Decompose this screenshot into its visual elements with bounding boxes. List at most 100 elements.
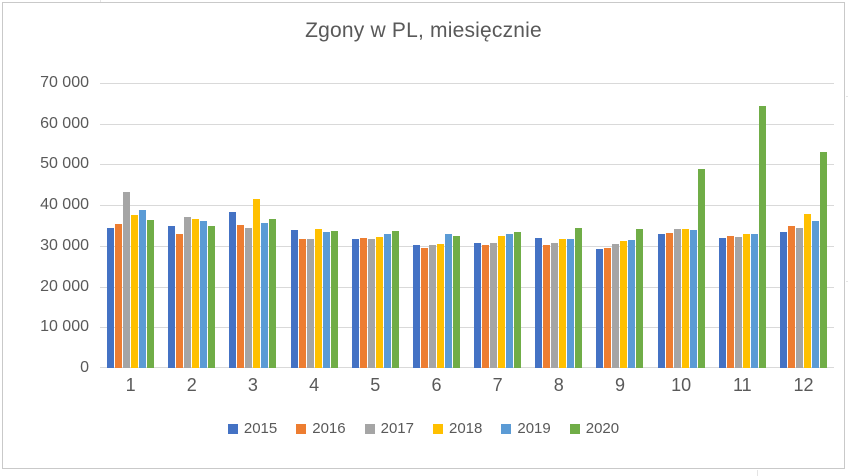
bar-2017-month-8[interactable] xyxy=(551,243,559,368)
y-tick-label: 40 000 xyxy=(40,196,89,214)
bar-2017-month-9[interactable] xyxy=(612,244,620,368)
bar-2020-month-8[interactable] xyxy=(575,227,583,368)
bar-2019-month-5[interactable] xyxy=(383,233,391,368)
bar-2015-month-5[interactable] xyxy=(351,238,359,368)
gridline xyxy=(100,83,834,84)
bar-2016-month-10[interactable] xyxy=(665,233,673,368)
legend-item-2017[interactable]: 2017 xyxy=(364,420,414,437)
bar-2015-month-11[interactable] xyxy=(718,238,726,368)
legend-label: 2017 xyxy=(380,420,414,437)
bar-2017-month-3[interactable] xyxy=(245,227,253,368)
bar-2019-month-6[interactable] xyxy=(444,233,452,368)
bar-2017-month-1[interactable] xyxy=(123,191,131,368)
bar-2019-month-8[interactable] xyxy=(567,239,575,368)
x-tick-label-11: 11 xyxy=(732,375,752,395)
legend-label: 2019 xyxy=(517,420,551,437)
bar-series-container xyxy=(100,83,834,368)
bar-2019-month-12[interactable] xyxy=(811,221,819,368)
x-tick-label-4: 4 xyxy=(309,375,320,395)
bar-2019-month-1[interactable] xyxy=(139,210,147,368)
bar-2016-month-3[interactable] xyxy=(237,225,245,368)
bar-2016-month-4[interactable] xyxy=(298,239,306,368)
y-tick-label: 60 000 xyxy=(40,114,89,132)
bar-2017-month-6[interactable] xyxy=(428,245,436,368)
y-tick-label: 70 000 xyxy=(40,74,89,91)
bar-2017-month-7[interactable] xyxy=(490,243,498,368)
bar-2018-month-3[interactable] xyxy=(253,199,261,368)
bar-2019-month-3[interactable] xyxy=(261,222,269,368)
legend-item-2020[interactable]: 2020 xyxy=(569,420,620,437)
bar-2015-month-2[interactable] xyxy=(168,225,176,368)
legend-item-2015[interactable]: 2015 xyxy=(227,420,277,437)
bar-2018-month-11[interactable] xyxy=(742,234,750,368)
bar-2015-month-8[interactable] xyxy=(535,238,543,368)
bar-2017-month-11[interactable] xyxy=(734,236,742,368)
bar-2015-month-4[interactable] xyxy=(290,229,298,368)
bar-2016-month-7[interactable] xyxy=(482,245,490,368)
bar-2018-month-8[interactable] xyxy=(559,238,567,368)
bar-2020-month-7[interactable] xyxy=(514,231,522,368)
bar-2020-month-3[interactable] xyxy=(269,219,277,368)
y-tick-label: 30 000 xyxy=(40,236,89,254)
bar-2016-month-8[interactable] xyxy=(543,245,551,368)
chart-frame[interactable]: Zgony w PL, miesięcznie 70 000 60 000 50 0… xyxy=(2,2,845,469)
bar-2015-month-6[interactable] xyxy=(412,245,420,368)
bar-2016-month-12[interactable] xyxy=(787,225,795,368)
bar-2020-month-4[interactable] xyxy=(330,230,338,368)
bar-2017-month-5[interactable] xyxy=(367,238,375,368)
bar-2015-month-10[interactable] xyxy=(657,234,665,368)
bar-2015-month-9[interactable] xyxy=(596,249,604,368)
worksheet-gridline xyxy=(846,281,848,282)
bar-2020-month-6[interactable] xyxy=(452,235,460,368)
bar-2016-month-5[interactable] xyxy=(359,238,367,368)
bar-2016-month-6[interactable] xyxy=(420,247,428,368)
bar-2015-month-7[interactable] xyxy=(474,243,482,368)
bar-2017-month-12[interactable] xyxy=(795,227,803,368)
bar-2015-month-1[interactable] xyxy=(107,227,115,368)
bar-2020-month-9[interactable] xyxy=(636,229,644,368)
bar-2018-month-5[interactable] xyxy=(375,236,383,368)
bar-2018-month-6[interactable] xyxy=(436,243,444,368)
bar-2016-month-2[interactable] xyxy=(176,234,184,368)
bar-2019-month-10[interactable] xyxy=(689,230,697,368)
x-axis: 1 2 3 4 5 6 7 8 9 10 11 12 xyxy=(100,375,834,401)
bar-2018-month-12[interactable] xyxy=(803,213,811,368)
bar-2018-month-1[interactable] xyxy=(131,214,139,368)
legend-item-2018[interactable]: 2018 xyxy=(433,420,482,437)
bar-2017-month-4[interactable] xyxy=(306,238,314,368)
legend-item-2016[interactable]: 2016 xyxy=(296,420,346,437)
bar-2018-month-10[interactable] xyxy=(681,229,689,368)
bar-2018-month-2[interactable] xyxy=(192,218,200,368)
gridlines xyxy=(100,83,834,368)
bar-2019-month-11[interactable] xyxy=(750,234,758,368)
bar-2015-month-3[interactable] xyxy=(229,211,237,368)
bar-2017-month-10[interactable] xyxy=(673,229,681,368)
bar-2020-month-2[interactable] xyxy=(208,225,216,368)
bar-2019-month-7[interactable] xyxy=(506,234,514,368)
bar-2018-month-4[interactable] xyxy=(314,228,322,368)
bar-2017-month-2[interactable] xyxy=(184,216,192,368)
bar-2016-month-9[interactable] xyxy=(604,248,612,368)
bar-2020-month-12[interactable] xyxy=(819,151,827,368)
bar-2020-month-11[interactable] xyxy=(758,105,766,368)
bar-2018-month-7[interactable] xyxy=(498,236,506,368)
x-axis-line xyxy=(100,367,834,368)
bar-2018-month-9[interactable] xyxy=(620,241,628,368)
bar-2019-month-2[interactable] xyxy=(200,221,208,368)
bar-2016-month-1[interactable] xyxy=(115,223,123,368)
gridline xyxy=(100,164,834,166)
bar-2020-month-5[interactable] xyxy=(391,230,399,368)
bar-2016-month-11[interactable] xyxy=(726,236,734,368)
gridline xyxy=(100,123,834,125)
bar-group-month-7 xyxy=(467,83,528,368)
x-tick-label-8: 8 xyxy=(553,375,564,395)
bar-2019-month-9[interactable] xyxy=(628,240,636,368)
legend-item-2019[interactable]: 2019 xyxy=(501,420,551,437)
bar-2015-month-12[interactable] xyxy=(779,232,787,368)
gridline xyxy=(100,205,834,207)
plot-area xyxy=(100,83,834,368)
bar-2020-month-1[interactable] xyxy=(147,220,155,368)
bar-2020-month-10[interactable] xyxy=(697,168,705,368)
legend-label: 2020 xyxy=(585,420,620,437)
bar-2019-month-4[interactable] xyxy=(322,232,330,368)
